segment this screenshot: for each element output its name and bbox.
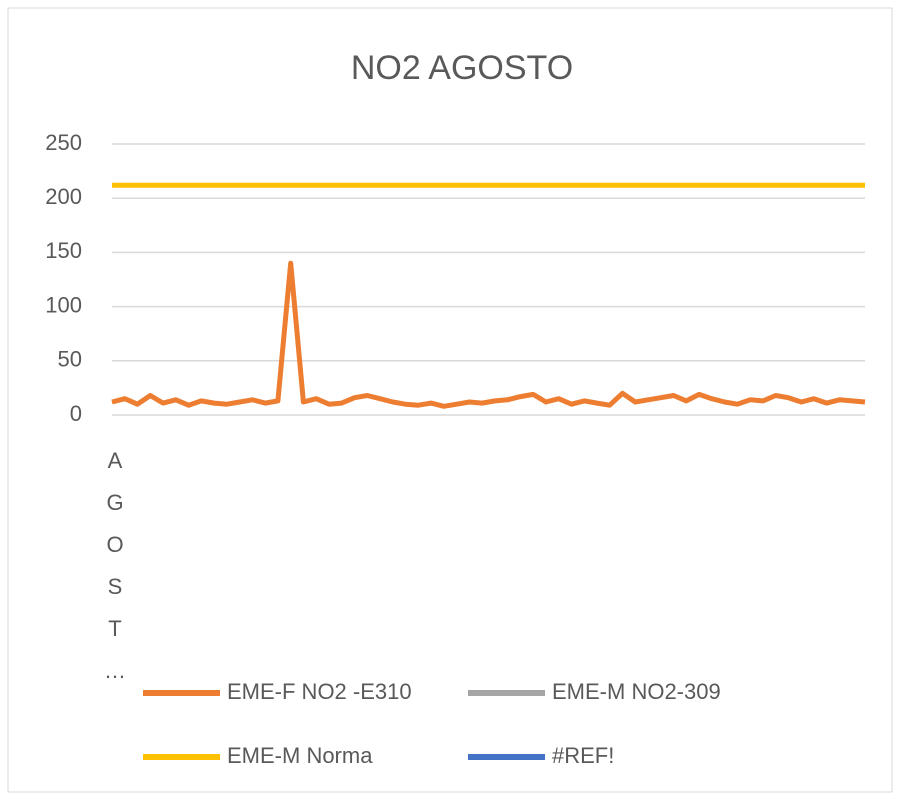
y-tick-label: 0 xyxy=(70,401,82,426)
y-tick-label: 200 xyxy=(45,184,82,209)
legend-label: #REF! xyxy=(552,743,614,768)
y-tick-label: 50 xyxy=(58,347,82,372)
y-tick-label: 150 xyxy=(45,238,82,263)
legend-label: EME-F NO2 -E310 xyxy=(227,679,412,704)
legend-label: EME-M NO2-309 xyxy=(552,679,721,704)
chart-title: NO2 AGOSTO xyxy=(351,49,573,87)
legend-label: EME-M Norma xyxy=(227,743,373,768)
series-line xyxy=(111,260,866,409)
x-tick-label: AGOST… xyxy=(103,448,128,700)
y-tick-label: 100 xyxy=(45,292,82,317)
y-tick-label: 250 xyxy=(45,130,82,155)
